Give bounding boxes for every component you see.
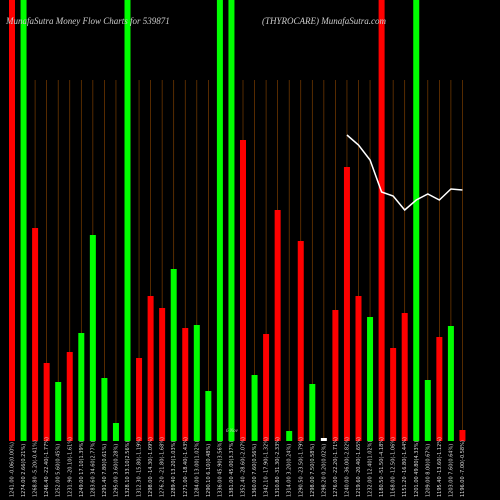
x-tick-label: 1312.30 -15.80(-1.19%) [137,437,143,497]
bar [43,363,50,441]
x-tick-label: 1232.00 12.40(1.02%) [368,441,374,497]
x-tick-label: 1314.00 3.20(0.24%) [287,444,293,497]
bar [332,310,339,441]
x-tick-label: 1274.00 2.66(0.21%) [21,444,27,497]
plot: 1241.00 -0.06(0.00%) 1274.00 2.66(0.21%) 1… [9,0,466,497]
x-tick-label: 1241.00 -0.06(0.00%) [10,442,16,497]
bar [355,296,362,441]
x-tick-label: 1298.00 -14.30(-1.09%) [148,437,154,497]
bar [205,391,212,441]
bar [343,167,350,441]
bar [424,380,431,441]
bar [124,0,131,441]
x-tick-label: 1289.40 13.20(1.03%) [171,441,177,497]
bar [66,352,73,441]
x-tick-label: 1168.00 -12.50(-1.06%) [391,437,397,497]
x-tick-label: 1195.40 -13.60(-1.12%) [437,437,443,497]
bar [459,430,466,441]
x-tick-label: 1352.40 -28.60(-2.07%) [241,437,247,497]
bar [447,326,454,441]
bar [216,0,223,441]
bar [32,228,39,441]
bar [378,0,385,441]
bar [263,334,270,441]
chart-title: MunafaSutra Money Flow Charts for 539871 [5,16,170,26]
x-tick-label: 1276.00 -22.20(-1.71%) [333,437,339,497]
x-tick-label: 1219.60 -20.40(-1.65%) [356,437,362,497]
bar [182,328,189,441]
x-tick-label: 1290.50 -23.50(-1.79%) [298,437,304,497]
bar [367,317,374,441]
bar [101,378,108,441]
x-tick-label: 1298.00 7.50(0.58%) [310,444,316,497]
bar [136,358,143,441]
bar [390,348,397,441]
bar [89,235,96,441]
bar [251,375,258,441]
x-tick-label: 1180.50 -51.50(-4.18%) [379,437,385,497]
x-tick-label: 1284.00 13.00(1.02%) [194,441,200,497]
bar [147,296,154,441]
bar [55,382,62,441]
x-tick-label: 1283.60 34.60(2.77%) [90,441,96,497]
x-tick-label: 1336.00 45.90(3.56%) [217,441,223,497]
x-tick-label: 1310.80 -31.30(-2.33%) [275,437,281,497]
x-tick-label: 1298.20 0.20(0.02%) [321,444,327,497]
bar [78,333,85,441]
x-tick-label: 1268.80 -5.20(-0.41%) [33,440,39,497]
bar [413,0,420,441]
x-tick-label: 1151.20 -16.80(-1.44%) [402,437,408,497]
bar [309,384,316,441]
bar [193,325,200,441]
bar [9,0,15,441]
x-tick-label: 1381.00 45.00(3.37%) [229,441,235,497]
bar [159,308,166,441]
x-tick-label: 1246.40 -22.40(-1.77%) [44,437,50,497]
x-tick-label: 1328.10 33.10(2.56%) [125,441,131,497]
x-tick-label: 1360.00 7.60(0.56%) [252,444,258,497]
bar [286,431,293,441]
x-tick-label: 1249.00 17.10(1.39%) [79,441,85,497]
bar [112,423,119,441]
bar [274,210,281,441]
bar [228,0,235,441]
chart-subtitle: (THYROCARE) MunafaSutra.com [262,16,386,26]
bar [170,269,177,441]
x-tick-label: 1271.00 -18.40(-1.43%) [183,437,189,497]
x-tick-label: 1276.20 -21.80(-1.68%) [160,437,166,497]
x-tick-label: 1203.00 7.60(0.64%) [448,444,454,497]
annotation: 6 Nov [226,429,239,434]
bar [20,0,27,441]
line [346,134,463,212]
x-tick-label: 1196.00 -7.00(-0.58%) [460,440,466,497]
bar [320,438,327,441]
bar [401,313,408,441]
x-tick-label: 1290.10 6.10(0.48%) [206,444,212,497]
x-tick-label: 1201.00 49.80(4.33%) [414,441,420,497]
x-tick-label: 1209.00 8.00(0.67%) [425,444,431,497]
x-tick-label: 1291.40 7.80(0.61%) [102,444,108,497]
bar [297,241,304,441]
x-tick-label: 1231.90 -20.10(-1.61%) [67,437,73,497]
x-tick-label: 1342.10 -17.90(-1.32%) [264,437,270,497]
x-tick-label: 1252.00 5.60(0.45%) [56,444,62,497]
x-tick-label: 1240.00 -36.00(-2.82%) [344,437,350,497]
x-tick-label: 1295.00 3.60(0.28%) [113,444,119,497]
bar [436,337,443,441]
bar [240,140,246,441]
